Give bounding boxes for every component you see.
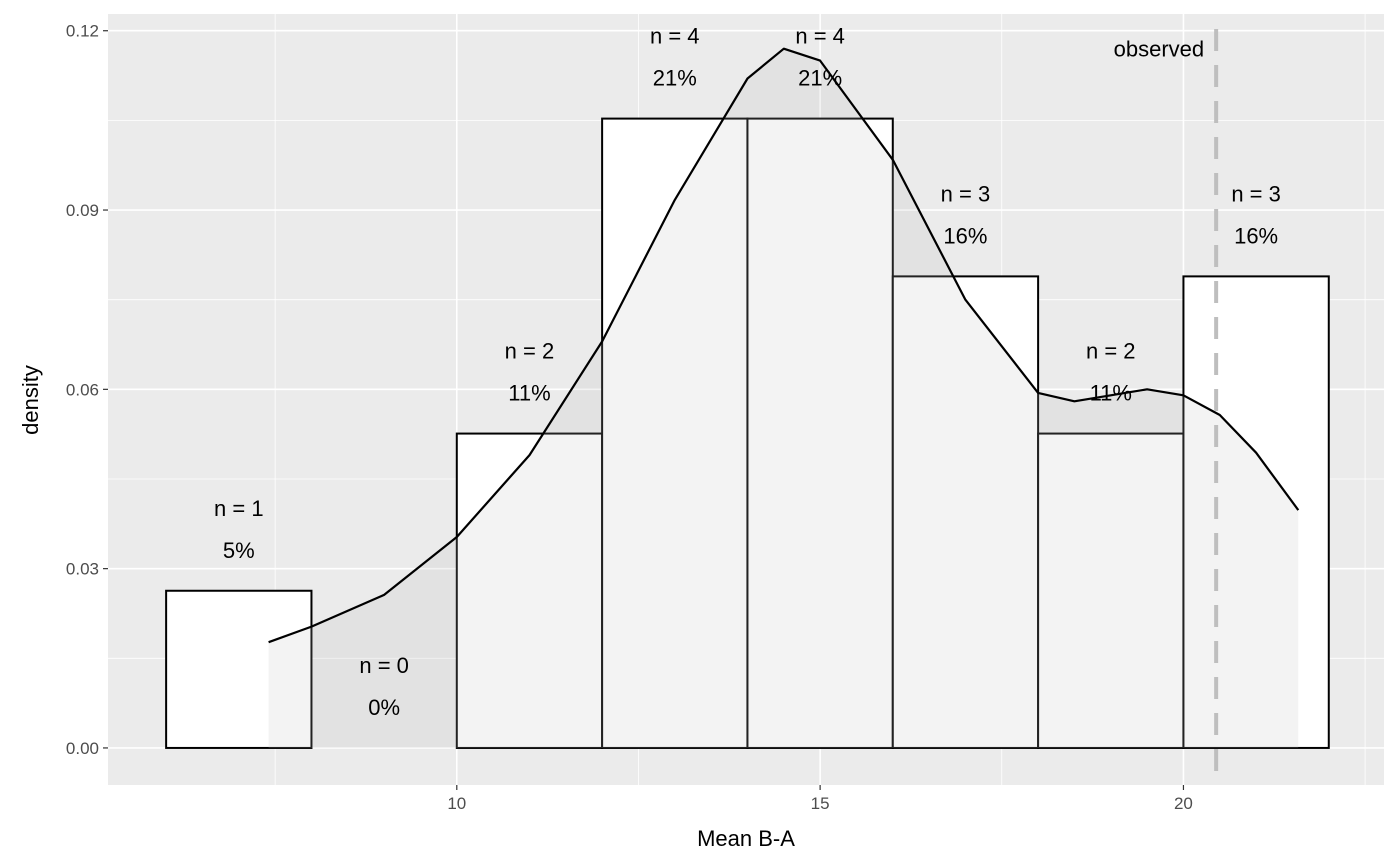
histogram-bar [891, 275, 1040, 749]
density-curve [268, 47, 1300, 644]
bar-percent-label: 16% [943, 223, 987, 248]
y-axis-title: density [18, 365, 43, 435]
y-tick-label: 0.06 [66, 380, 99, 399]
x-tick-label: 15 [811, 794, 830, 813]
histogram-bar [601, 117, 749, 749]
observed-label: observed [1114, 37, 1205, 62]
bar-count-label: n = 3 [941, 181, 991, 206]
histogram-bar [165, 589, 313, 749]
density-area [268, 48, 1299, 748]
x-axis-title: Mean B-A [697, 826, 795, 851]
histogram-bar [455, 432, 604, 749]
bar-count-label: n = 4 [795, 24, 845, 49]
bar-count-label: n = 3 [1231, 181, 1281, 206]
bar-count-label: n = 2 [1086, 339, 1136, 364]
y-tick-label: 0.03 [66, 560, 99, 579]
y-tick-label: 0.09 [66, 201, 99, 220]
bar-labels: n = 1 5% n = 0 0% n = 2 11% n = 4 21% n = 4 21% n … [214, 24, 1281, 720]
histogram-bar [1037, 432, 1185, 749]
bar-percent-label: 11% [1090, 381, 1132, 406]
bar-count-label: n = 2 [505, 339, 555, 364]
x-tick-label: 10 [447, 794, 466, 813]
bar-percent-label: 11% [508, 381, 550, 406]
density-layer [268, 29, 1300, 785]
bar-percent-label: 5% [223, 538, 255, 563]
y-tick-label: 0.12 [66, 22, 99, 41]
bar-percent-label: 21% [653, 66, 697, 91]
bar-count-label: n = 1 [214, 496, 264, 521]
bar-count-label: n = 0 [359, 653, 409, 678]
bars [165, 117, 1330, 749]
bar-percent-label: 0% [368, 695, 400, 720]
bar-count-label: n = 4 [650, 24, 700, 49]
bar-percent-label: 16% [1234, 223, 1278, 248]
x-tick-label: 20 [1174, 794, 1193, 813]
histogram-bar [746, 117, 894, 749]
bar-percent-label: 21% [798, 66, 842, 91]
y-tick-label: 0.00 [66, 739, 99, 758]
axes: 10 15 20 0.00 0.03 0.06 0.09 0.12 [66, 22, 1193, 813]
histogram-bar [1182, 275, 1330, 749]
